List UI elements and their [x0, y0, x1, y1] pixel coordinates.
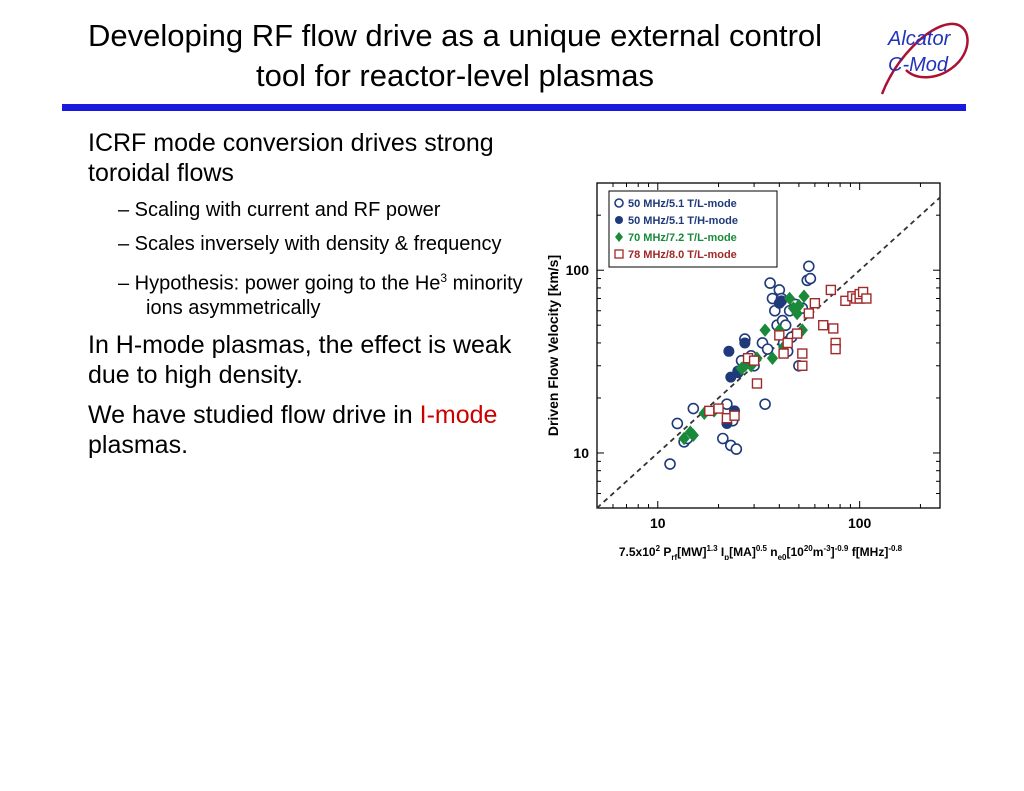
- y-axis-label: Driven Flow Velocity [km/s]: [545, 255, 561, 436]
- data-point-series-3: [798, 289, 810, 304]
- data-point-series-1: [761, 343, 774, 355]
- legend-marker-1: [614, 198, 624, 208]
- data-point-series-1: [803, 260, 815, 273]
- data-point-series-4: [797, 360, 808, 371]
- hypothesis-text: – Hypothesis: power going to the He: [118, 272, 441, 295]
- alcator-logo-arc: [880, 22, 969, 95]
- x-tick-label: 100: [848, 515, 872, 531]
- x-axis-label: 7.5x102 Prf[MW]1.3 Ip[MA]0.5 ne0[1020m-3…: [619, 544, 903, 560]
- subbullet-scaling: – Scaling with current and RF power: [118, 199, 441, 221]
- data-point-series-4: [704, 405, 715, 417]
- data-point-series-4: [803, 308, 815, 319]
- data-point-series-1: [717, 432, 729, 445]
- he3-superscript: 3: [440, 271, 448, 285]
- data-point-series-4: [809, 297, 821, 309]
- data-point-series-2: [775, 295, 787, 307]
- data-point-series-3: [793, 298, 805, 313]
- logo-text-alcator: Alcator: [888, 28, 951, 50]
- y-tick-label: 100: [566, 262, 590, 278]
- legend-marker-2: [615, 216, 623, 224]
- bullet-hmode: In H-mode plasmas, the effect is weak du…: [88, 330, 512, 389]
- data-point-series-3: [759, 323, 771, 337]
- imode-text-end: plasmas.: [88, 430, 189, 459]
- bullet-list: ICRF mode conversion drives strong toroi…: [88, 128, 533, 470]
- data-point-series-1: [730, 443, 743, 455]
- data-point-series-4: [797, 348, 808, 359]
- data-point-series-4: [751, 378, 763, 389]
- data-point-series-3: [687, 428, 699, 443]
- data-point-series-1: [664, 458, 676, 470]
- data-point-series-1: [764, 277, 776, 289]
- legend-marker-4: [614, 249, 624, 259]
- legend-box: [608, 190, 778, 268]
- data-point-series-3: [766, 351, 779, 365]
- plot-frame: [596, 182, 941, 509]
- data-point-series-4: [830, 343, 841, 355]
- data-point-series-4: [782, 337, 793, 349]
- y-tick-label: 10: [573, 445, 589, 461]
- slide-title: Developing RF flow drive as a unique ext…: [30, 16, 880, 96]
- imode-highlight: I-mode: [419, 400, 498, 429]
- logo-text-cmod: C-Mod: [888, 54, 949, 76]
- subbullet-inverse: – Scales inversely with density & freque…: [118, 233, 502, 255]
- data-point-series-4: [748, 355, 760, 366]
- data-point-series-4: [729, 410, 740, 421]
- legend-label-3: 70 MHz/7.2 T/L-mode: [628, 232, 737, 244]
- imode-text: We have studied flow drive in: [88, 400, 420, 429]
- legend-label-4: 78 MHz/8.0 T/L-mode: [628, 249, 737, 261]
- legend-label-1: 50 MHz/5.1 T/L-mode: [628, 198, 737, 210]
- data-point-series-4: [861, 293, 872, 304]
- title-rule: [62, 104, 966, 111]
- data-point-series-4: [791, 328, 803, 339]
- data-point-series-4: [828, 323, 839, 334]
- data-point-series-1: [804, 272, 817, 285]
- data-point-series-4: [778, 348, 789, 359]
- title-line-2: tool for reactor-level plasmas: [256, 58, 654, 93]
- data-point-series-1: [687, 402, 700, 415]
- legend-marker-3: [615, 232, 623, 242]
- data-point-series-3: [783, 291, 796, 306]
- data-point-series-2: [723, 345, 735, 357]
- data-point-series-1: [671, 417, 684, 430]
- data-point-series-2: [739, 337, 751, 349]
- flow-scaling-chart: 10 100 10 100 50 MHz/5.1 T/L-mode 50 MHz/5.1 …: [545, 182, 941, 560]
- hypothesis-text-rest: minority ions asymmetrically: [146, 272, 523, 319]
- data-point-series-3: [678, 431, 690, 446]
- data-point-series-4: [825, 284, 837, 296]
- bullet-imode: We have studied flow drive in I-mode pla…: [88, 400, 533, 460]
- data-point-series-4: [818, 320, 829, 331]
- subbullet-hypothesis: – Hypothesis: power going to the He3 min…: [118, 266, 533, 320]
- data-point-series-4: [713, 403, 724, 414]
- x-tick-label: 10: [650, 515, 666, 531]
- data-point-series-1: [759, 398, 771, 410]
- bullet-icrf: ICRF mode conversion drives strong toroi…: [88, 129, 494, 187]
- title-line-1: Developing RF flow drive as a unique ext…: [87, 18, 823, 53]
- data-point-series-4: [774, 330, 785, 341]
- legend-label-2: 50 MHz/5.1 T/H-mode: [628, 215, 738, 227]
